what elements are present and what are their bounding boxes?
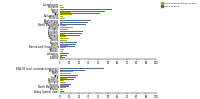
Bar: [60, 31, 83, 32]
Bar: [60, 24, 86, 25]
Bar: [60, 73, 71, 74]
Bar: [60, 25, 66, 26]
Bar: [60, 58, 61, 59]
Bar: [60, 40, 67, 41]
Bar: [60, 56, 62, 57]
Bar: [60, 89, 63, 90]
Bar: [60, 47, 66, 48]
Bar: [60, 45, 68, 46]
Bar: [60, 12, 71, 13]
Bar: [60, 79, 74, 80]
Bar: [60, 7, 122, 8]
Bar: [60, 13, 100, 14]
Bar: [60, 82, 66, 83]
Bar: [60, 46, 75, 47]
Bar: [60, 42, 77, 43]
Bar: [60, 91, 64, 92]
Bar: [60, 11, 105, 12]
Bar: [60, 33, 82, 34]
Bar: [60, 85, 69, 86]
Bar: [60, 86, 69, 87]
Bar: [60, 70, 85, 71]
Bar: [60, 80, 64, 81]
Legend: 2000-2020 average (mean), 2022 impact: 2000-2020 average (mean), 2022 impact: [161, 2, 197, 7]
Bar: [60, 14, 72, 15]
Bar: [60, 18, 93, 19]
Bar: [60, 68, 104, 69]
Bar: [60, 27, 73, 28]
Bar: [60, 5, 62, 6]
Bar: [60, 34, 65, 35]
Bar: [60, 44, 76, 45]
Bar: [60, 57, 65, 58]
Bar: [60, 38, 69, 39]
Bar: [60, 29, 84, 30]
Bar: [60, 16, 63, 17]
Bar: [60, 20, 91, 21]
Bar: [60, 35, 80, 36]
Bar: [60, 75, 78, 76]
Bar: [60, 77, 76, 78]
Bar: [60, 36, 66, 37]
Bar: [60, 84, 71, 85]
Bar: [60, 22, 88, 23]
Bar: [60, 87, 66, 88]
Bar: [60, 51, 63, 52]
Bar: [60, 23, 62, 24]
Bar: [60, 78, 67, 79]
Bar: [60, 53, 69, 54]
Bar: [60, 71, 73, 72]
Bar: [60, 9, 112, 10]
Bar: [60, 55, 67, 56]
Bar: [60, 49, 64, 50]
